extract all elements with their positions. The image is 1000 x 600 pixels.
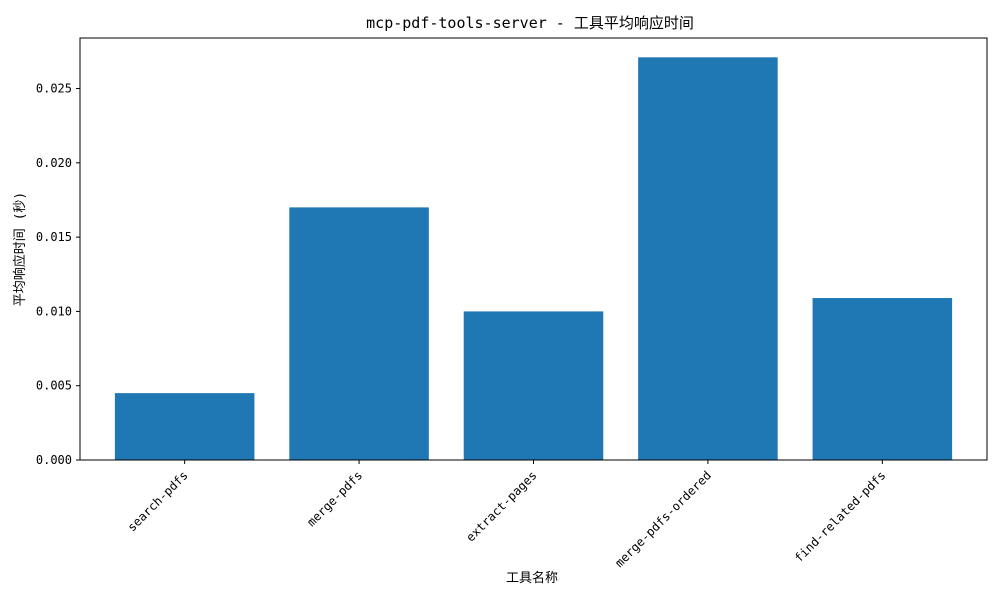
x-tick-label: search-pdfs [125, 468, 191, 534]
y-axis: 0.000 0.005 0.010 0.015 0.020 0.025 [36, 82, 80, 467]
x-axis: search-pdfs merge-pdfs extract-pages merge-… [125, 460, 889, 570]
y-tick-label: 0.000 [36, 453, 72, 467]
x-tick-label: merge-pdfs-ordered [612, 468, 714, 570]
x-tick-label: extract-pages [463, 468, 539, 544]
bar-merge-pdfs [289, 207, 429, 460]
chart-title: mcp-pdf-tools-server - 工具平均响应时间 [366, 14, 694, 32]
x-axis-label: 工具名称 [506, 570, 558, 586]
bar-find-related-pdfs [813, 298, 953, 460]
y-tick-label: 0.020 [36, 156, 72, 170]
y-axis-label: 平均响应时间 (秒) [12, 192, 28, 306]
y-tick-label: 0.015 [36, 230, 72, 244]
x-tick-label: merge-pdfs [304, 468, 365, 529]
y-tick-label: 0.025 [36, 82, 72, 96]
bar-extract-pages [464, 311, 604, 460]
bar-search-pdfs [115, 393, 255, 460]
x-tick-label: find-related-pdfs [792, 468, 889, 565]
bars [115, 57, 952, 460]
bar-merge-pdfs-ordered [638, 57, 778, 460]
y-tick-label: 0.005 [36, 379, 72, 393]
y-tick-label: 0.010 [36, 304, 72, 318]
